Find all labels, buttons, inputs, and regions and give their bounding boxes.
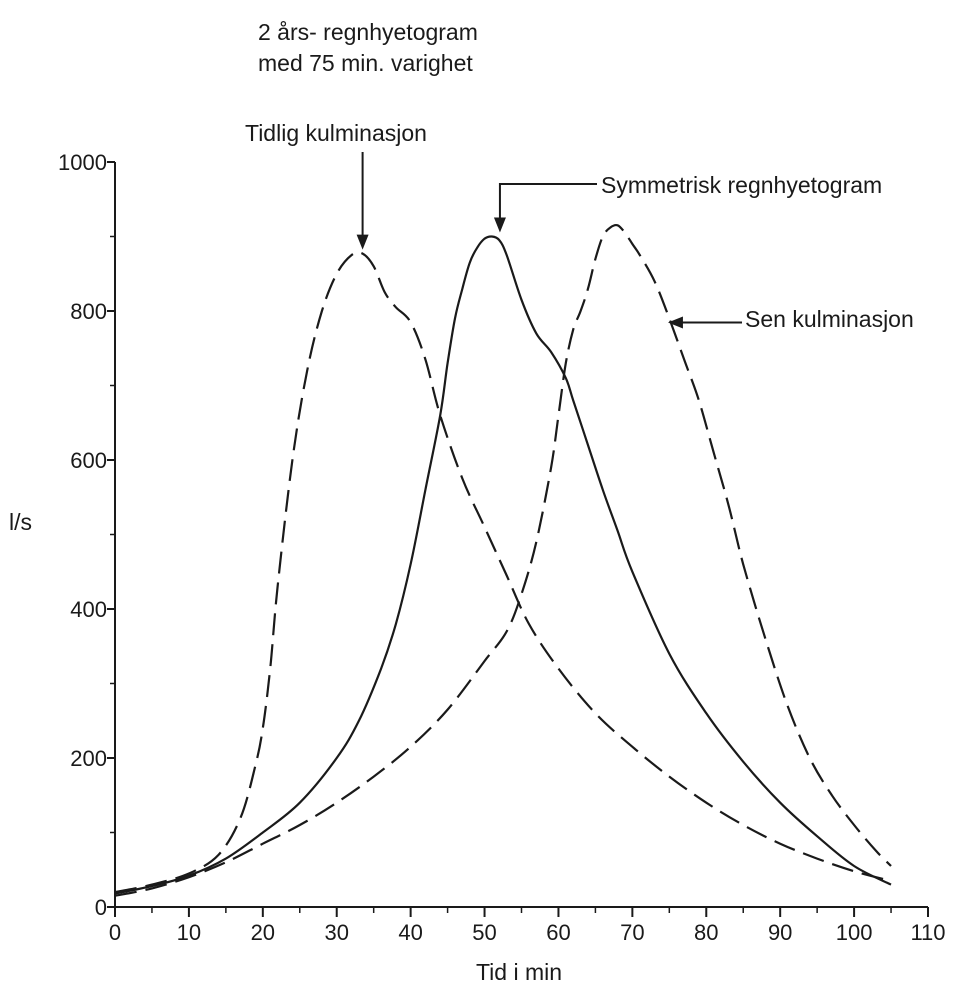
y-axis-title: l/s: [9, 509, 32, 535]
x-tick-label: 30: [324, 920, 348, 945]
x-tick-label: 70: [620, 920, 644, 945]
x-tick-label: 50: [472, 920, 496, 945]
series-line-symmetrisk: [114, 235, 892, 895]
annotation-symmetrisk-arrow-line: [498, 183, 597, 221]
x-axis-title: Tid i min: [476, 959, 562, 985]
x-tick-label: 60: [546, 920, 570, 945]
x-tick-label: 20: [251, 920, 275, 945]
axes: 0 10 20 30 40 50 60 70 80 90 100 110 0 200 400 600 800 1…: [58, 150, 945, 945]
chart-title-line-1: 2 års- regnhyetogram: [258, 19, 478, 45]
annotation-symmetrisk-label: Symmetrisk regnhyetogram: [601, 172, 882, 198]
series-line-tidlig-kulminasjon: [114, 251, 892, 894]
y-tick-label: 0: [95, 895, 107, 920]
x-tick-label: 0: [109, 920, 121, 945]
annotation-symmetrisk-arrowhead: [493, 217, 506, 233]
x-axis-ticks: 0 10 20 30 40 50 60 70 80 90 100 110: [109, 907, 946, 945]
x-tick-label: 40: [398, 920, 422, 945]
y-tick-label: 1000: [58, 150, 107, 175]
annotation-sen-arrowhead: [667, 316, 683, 329]
annotation-tidlig-label: Tidlig kulminasjon: [245, 120, 427, 146]
y-tick-label: 800: [70, 299, 107, 324]
series-layer: [114, 223, 892, 897]
x-tick-label: 100: [836, 920, 873, 945]
x-tick-label: 10: [177, 920, 201, 945]
y-tick-label: 400: [70, 597, 107, 622]
series-line-sen-kulminasjon: [114, 223, 892, 897]
chart-title-line-2: med 75 min. varighet: [258, 50, 473, 76]
chart-title: 2 års- regnhyetogram med 75 min. varighe…: [258, 19, 478, 76]
annotation-tidlig-arrowhead: [356, 234, 369, 250]
x-tick-label: 90: [768, 920, 792, 945]
annotations: Tidlig kulminasjon Symmetrisk regnhyetog…: [245, 120, 914, 332]
annotation-arrows: [356, 152, 742, 329]
y-tick-label: 600: [70, 448, 107, 473]
x-tick-label: 110: [910, 920, 945, 945]
x-tick-label: 80: [694, 920, 718, 945]
annotation-sen-label: Sen kulminasjon: [745, 306, 914, 332]
y-axis-ticks: 0 200 400 600 800 1000: [58, 150, 115, 920]
y-tick-label: 200: [70, 746, 107, 771]
